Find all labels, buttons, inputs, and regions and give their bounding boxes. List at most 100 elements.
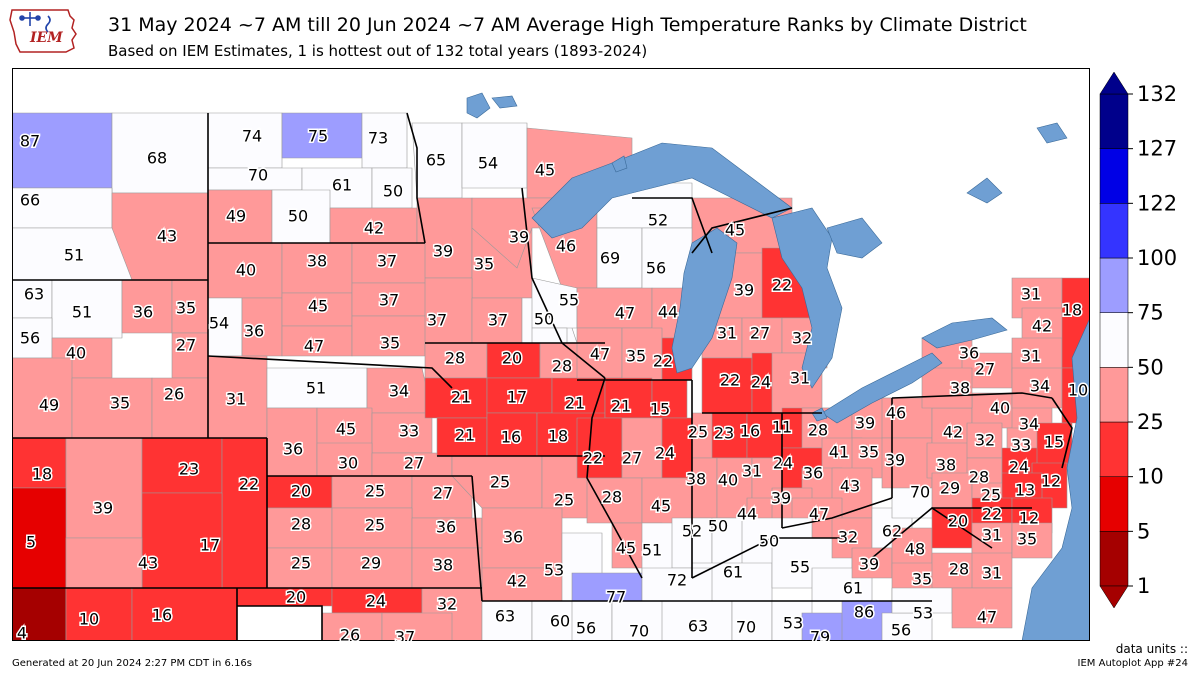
district-label-ks9: 38 xyxy=(433,556,453,575)
district-label-sd6: 45 xyxy=(308,297,328,316)
map-title: 31 May 2024 ~7 AM till 20 Jun 2024 ~7 AM… xyxy=(108,14,1027,36)
district-label-wy7: 27 xyxy=(176,336,196,355)
district-label-tn1: 63 xyxy=(495,607,515,626)
district-label-il1: 21 xyxy=(611,397,631,416)
district-label-ny6: 31 xyxy=(1021,347,1041,366)
district-label-tn3: 56 xyxy=(576,619,596,638)
district-label-tn4: 70 xyxy=(629,622,649,641)
district-label-ky4: 55 xyxy=(790,558,810,577)
tx-border xyxy=(237,605,323,641)
district-label-wy1: 63 xyxy=(24,285,44,304)
district-label-ne5: 45 xyxy=(336,420,356,439)
district-label-ia8: 16 xyxy=(501,428,521,447)
district-label-wy4: 35 xyxy=(176,299,196,318)
district-label-ia3: 28 xyxy=(552,357,572,376)
colorbar-bin-122-127 xyxy=(1099,148,1129,204)
district-label-wi5: 55 xyxy=(559,291,579,310)
district-label-nd8: 50 xyxy=(288,207,308,226)
district-label-ny3: 38 xyxy=(950,379,970,398)
district-label-ne6: 33 xyxy=(399,422,419,441)
district-label-wi6: 47 xyxy=(615,304,635,323)
district-label-mi5: 27 xyxy=(750,324,770,343)
district-label-pa3: 42 xyxy=(943,423,963,442)
district-label-mn4: 39 xyxy=(433,242,453,261)
map-frame xyxy=(12,68,1090,641)
mn-wi-border xyxy=(521,187,606,379)
district-label-ky2: 61 xyxy=(723,563,743,582)
district-label-va6: 47 xyxy=(977,608,997,627)
map-subtitle: Based on IEM Estimates, 1 is hottest out… xyxy=(108,42,648,60)
district-label-ok1: 4 xyxy=(17,624,27,642)
mo-ks-border xyxy=(471,475,483,602)
district-label-tn10: 56 xyxy=(891,621,911,640)
district-label-il6: 28 xyxy=(602,488,622,507)
district-label-il3: 22 xyxy=(583,449,603,468)
district-label-wv2: 62 xyxy=(882,522,902,541)
district-label-pa2: 39 xyxy=(885,451,905,470)
colorbar-bin-100-122 xyxy=(1099,203,1129,259)
lake-michigan xyxy=(671,227,738,374)
district-label-ks1: 20 xyxy=(291,482,311,501)
district-label-ny2: 27 xyxy=(975,360,995,379)
district-label-il8: 45 xyxy=(616,539,636,558)
district-label-wv5: 70 xyxy=(910,483,930,502)
district-label-ks2: 25 xyxy=(365,482,385,501)
district-label-mi7: 22 xyxy=(720,371,740,390)
lake-erie xyxy=(821,352,943,424)
district-label-md2: 13 xyxy=(1015,481,1035,500)
district-ok4 xyxy=(236,587,333,607)
district-label-ny7: 34 xyxy=(1030,377,1050,396)
district-label-nj1: 15 xyxy=(1044,433,1064,452)
district-label-wi11: 22 xyxy=(653,352,673,371)
district-label-sd3: 37 xyxy=(377,252,397,271)
district-label-co1: 18 xyxy=(32,465,52,484)
mi-wi-border xyxy=(632,197,713,254)
district-label-wv1: 32 xyxy=(838,528,858,547)
district-label-ia9: 18 xyxy=(548,427,568,446)
district-label-co6: 17 xyxy=(200,536,220,555)
district-label-mi9: 31 xyxy=(790,369,810,388)
district-ok8 xyxy=(381,612,453,641)
district-label-pa6: 32 xyxy=(975,431,995,450)
lake-nipigon xyxy=(611,155,628,173)
district-label-mn8: 37 xyxy=(488,311,508,330)
weather-station-icon xyxy=(19,12,51,33)
district-label-pa9: 33 xyxy=(1011,436,1031,455)
district-label-wv4: 48 xyxy=(905,540,925,559)
district-label-wi8: 50 xyxy=(534,310,554,329)
district-label-ok4: 20 xyxy=(286,588,306,607)
district-label-nd3: 73 xyxy=(368,129,388,148)
district-label-nd2: 75 xyxy=(308,127,328,146)
district-label-ne2: 51 xyxy=(306,379,326,398)
ky-oh-border xyxy=(691,537,842,579)
district-label-mi2: 39 xyxy=(734,281,754,300)
district-label-wy2: 51 xyxy=(72,303,92,322)
district-label-ky5: 61 xyxy=(843,579,863,598)
district-co7 xyxy=(65,537,143,589)
district-label-mt4: 51 xyxy=(64,246,84,265)
district-label-il2: 15 xyxy=(650,400,670,419)
district-label-co7: 43 xyxy=(138,554,158,573)
district-label-wi3: 69 xyxy=(600,249,620,268)
nd-mn-border xyxy=(406,112,426,244)
app-credit: IEM Autoplot App #24 xyxy=(1077,658,1188,669)
district-label-oh3: 39 xyxy=(855,414,875,433)
ia-il-border xyxy=(586,377,643,579)
state-borders xyxy=(12,112,1073,641)
iem-logo: IEM xyxy=(9,9,77,53)
district-label-in1: 25 xyxy=(688,423,708,442)
district-label-pa8: 34 xyxy=(1019,415,1039,434)
colorbar-tick-label-127: 127 xyxy=(1137,137,1177,161)
district-label-mn1: 65 xyxy=(426,151,446,170)
colorbar-tick-label-132: 132 xyxy=(1137,82,1177,106)
colorbar-min-extend xyxy=(1099,585,1129,609)
colorbar-ticks: 1 5 10 25 50 75 100 122 127 132 xyxy=(1128,82,1177,598)
district-label-in5: 40 xyxy=(718,471,738,490)
district-label-co5: 5 xyxy=(26,533,36,552)
district-label-wi2: 52 xyxy=(648,211,668,230)
district-label-sd2: 38 xyxy=(307,252,327,271)
district-label-ia4: 21 xyxy=(451,388,471,407)
district-label-oh10: 47 xyxy=(809,505,829,524)
georgian-bay xyxy=(826,217,883,259)
